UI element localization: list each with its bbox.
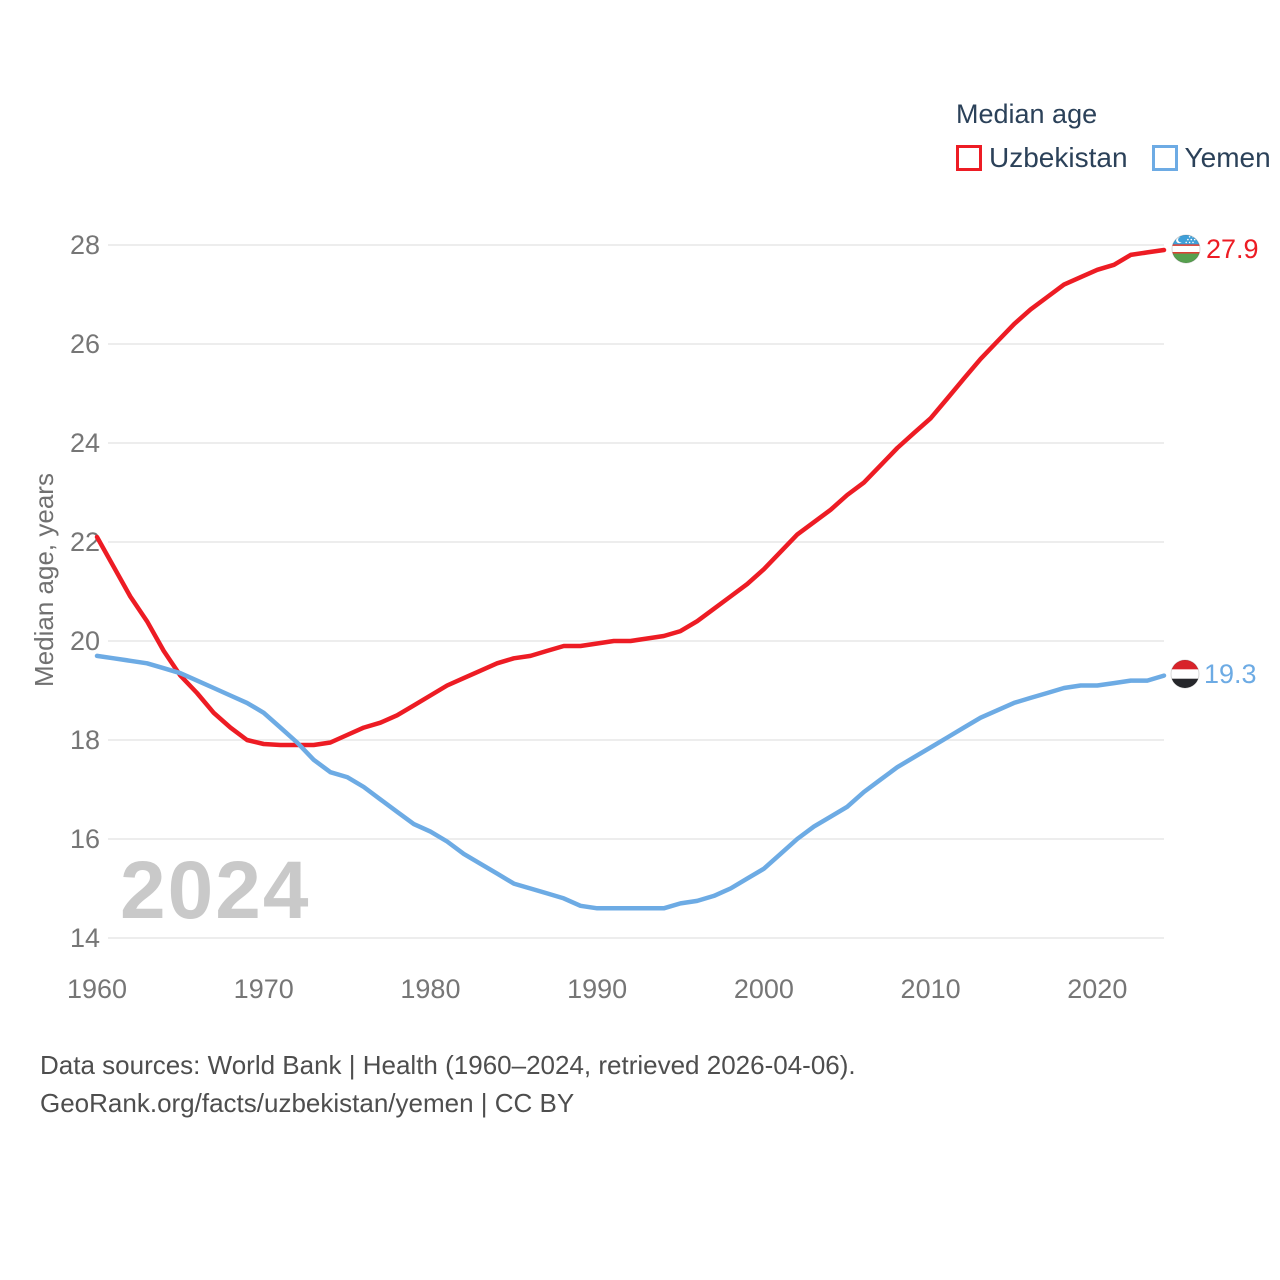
legend: Median age Uzbekistan Yemen [956,99,1271,174]
x-tick-label-1980: 1980 [400,974,460,1004]
legend-items: Uzbekistan Yemen [956,142,1271,174]
x-tick-label-2000: 2000 [734,974,794,1004]
footer-data-sources: Data sources: World Bank | Health (1960–… [40,1050,856,1080]
y-tick-label-24: 24 [70,428,100,458]
series-line-yemen [94,653,1167,911]
yemen-series-swatch [1151,145,1178,171]
legend-title: Median age [956,99,1098,129]
watermark-year: 2024 [120,845,311,936]
footer-georank-link[interactable]: GeoRank.org/facts/uzbekistan/yemen | CC … [40,1088,575,1118]
uzbekistan-flag-icon [1171,234,1201,264]
legend-item-yemen[interactable]: Yemen [1151,142,1271,174]
legend-item-uzbekistan[interactable]: Uzbekistan [956,142,1128,174]
yemen-end-value: 19.3 [1204,659,1257,689]
yemen-flag-icon [1170,659,1200,689]
y-tick-label-16: 16 [70,824,100,854]
x-tick-label-1960: 1960 [67,974,127,1004]
y-tick-label-26: 26 [70,329,100,359]
legend-label-yemen: Yemen [1184,142,1271,173]
y-tick-label-14: 14 [70,923,100,953]
series-lines [94,247,1167,911]
x-axis-tick-labels: 1960 1970 1980 1990 2000 2010 2020 [67,974,1127,1004]
x-tick-label-2010: 2010 [901,974,961,1004]
x-tick-label-1990: 1990 [567,974,627,1004]
y-axis-title: Median age, years [29,473,59,687]
x-tick-label-1970: 1970 [234,974,294,1004]
x-tick-label-2020: 2020 [1067,974,1127,1004]
uzbekistan-end-value: 27.9 [1206,234,1259,264]
footer: Data sources: World Bank | Health (1960–… [40,1046,856,1122]
uzbekistan-series-swatch [956,145,982,171]
series-line-uzbekistan [94,247,1167,748]
y-tick-label-20: 20 [70,626,100,656]
y-tick-label-18: 18 [70,725,100,755]
y-axis-tick-labels: 14 16 18 20 22 24 26 28 [70,230,100,953]
y-tick-label-22: 22 [70,527,100,557]
gridlines [108,244,1164,939]
y-tick-label-28: 28 [70,230,100,260]
legend-label-uzbekistan: Uzbekistan [989,142,1128,173]
